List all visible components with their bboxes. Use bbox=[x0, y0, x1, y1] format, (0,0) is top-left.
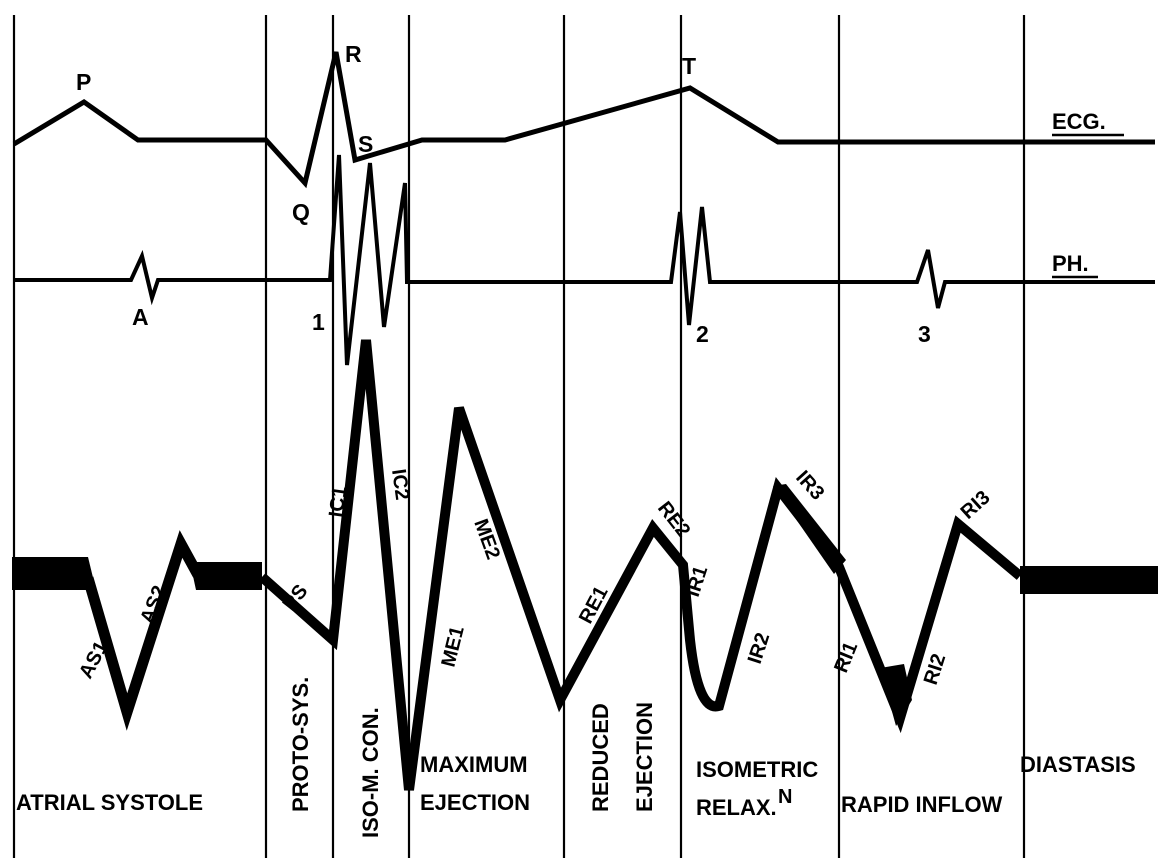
segment-ic2-label: IC2 bbox=[387, 468, 413, 502]
phase-maximum-ejection-label: EJECTION bbox=[420, 790, 530, 815]
segment-ps-label: PS bbox=[279, 581, 313, 616]
ph-label: PH. bbox=[1052, 251, 1089, 276]
phase-reduced-ejection-label: EJECTION bbox=[632, 702, 657, 812]
ecg-q-label: Q bbox=[292, 199, 310, 225]
apex-trace-wedge-ir3 bbox=[773, 484, 846, 574]
sound-a-label: A bbox=[132, 304, 149, 330]
phase-maximum-label: MAXIMUM bbox=[420, 752, 528, 777]
phase-dividers bbox=[12, 15, 1026, 858]
segment-ir2-label: IR2 bbox=[744, 630, 775, 666]
apex-trace-main bbox=[258, 339, 1024, 791]
phase-rapid-inflow-label: RAPID INFLOW bbox=[841, 792, 1003, 817]
segment-me1-label: ME1 bbox=[438, 624, 469, 669]
ecg-r-label: R bbox=[345, 41, 362, 67]
sound-2-label: 2 bbox=[696, 321, 709, 347]
segment-ri1-label: RI1 bbox=[830, 639, 862, 676]
apex-trace-baseline-plateau bbox=[190, 562, 262, 590]
segment-ri3-label: RI3 bbox=[957, 487, 995, 524]
apex-trace-baseline-right bbox=[1020, 566, 1158, 594]
ecg-t-label: T bbox=[682, 53, 696, 79]
phase-proto-sys-label: PROTO-SYS. bbox=[288, 677, 313, 812]
phase-atrial-systole-label: ATRIAL SYSTOLE bbox=[16, 790, 203, 815]
sound-1-label: 1 bbox=[312, 309, 325, 335]
phase-relax-label: RELAX. bbox=[696, 795, 777, 820]
apex-trace-wedge-ri2 bbox=[880, 664, 912, 726]
ecg-p-label: P bbox=[76, 69, 91, 95]
phonocardiogram-trace bbox=[14, 154, 1155, 366]
ecg-trace bbox=[12, 51, 1155, 189]
apex-trace-baseline-left bbox=[12, 557, 96, 590]
phase-reduced-label: REDUCED bbox=[588, 703, 613, 812]
ecg-s-label: S bbox=[358, 131, 373, 157]
phase-relax-superscript: N bbox=[778, 786, 792, 808]
apex-trace-atrial bbox=[82, 530, 203, 731]
segment-ri2-label: RI2 bbox=[920, 651, 951, 687]
sound-3-label: 3 bbox=[918, 321, 931, 347]
phase-iso-m-con-label: ISO-M. CON. bbox=[358, 707, 383, 838]
ecg-label: ECG. bbox=[1052, 109, 1106, 134]
segment-ic1-label: IC1 bbox=[325, 485, 351, 519]
phase-isometric-label: ISOMETRIC bbox=[696, 757, 818, 782]
phase-diastasis-label: DIASTASIS bbox=[1020, 752, 1136, 777]
